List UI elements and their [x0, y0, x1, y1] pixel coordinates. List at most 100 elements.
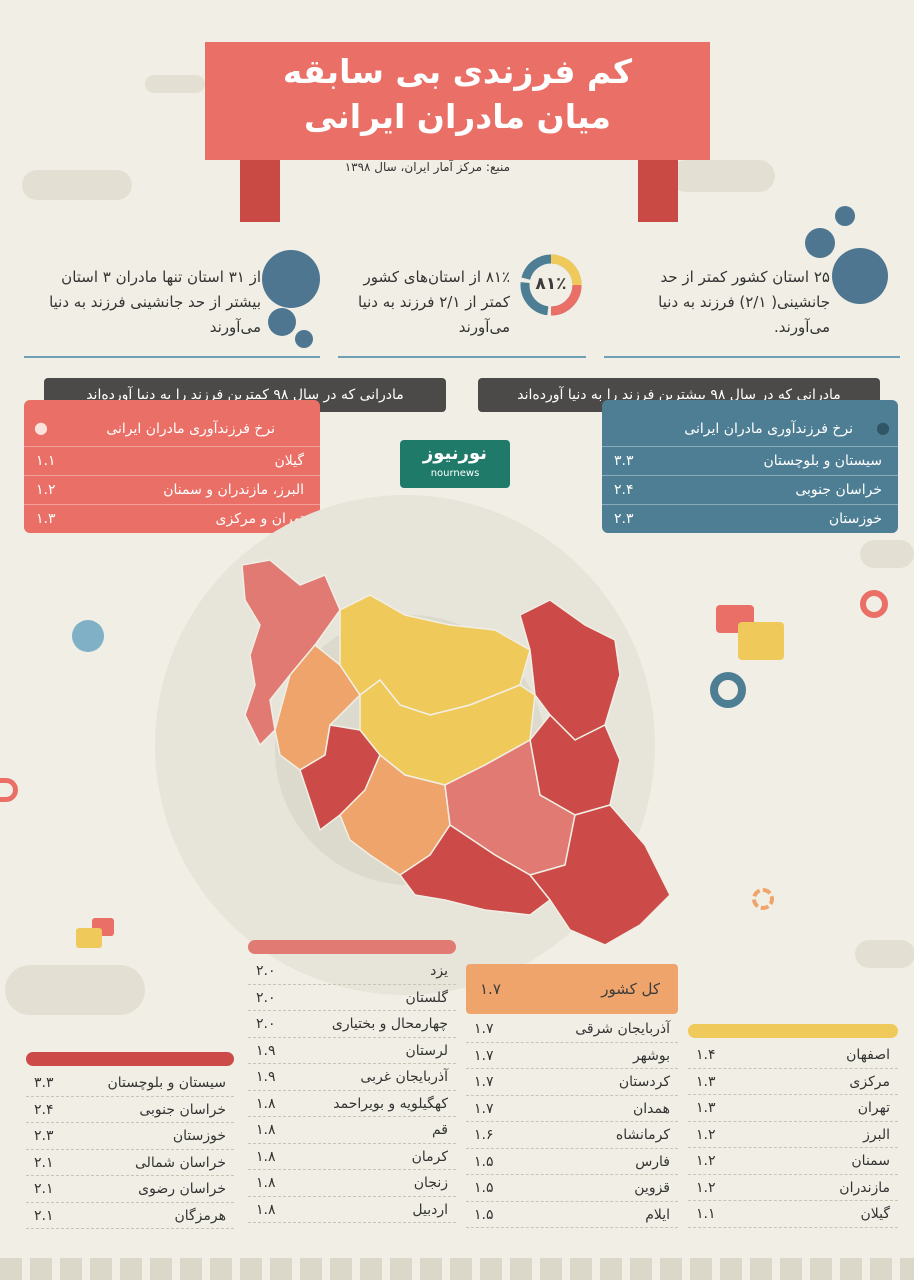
- orange-list: آذربایجان شرقی ۱.۷ بوشهر ۱.۷ کردستان ۱.۷ هم…: [466, 1016, 678, 1228]
- province-value: ۳.۳: [34, 1075, 54, 1091]
- divider: [338, 356, 586, 358]
- province-name: آذربایجان شرقی: [575, 1021, 670, 1037]
- baby-icon: ●: [34, 418, 48, 437]
- province-value: ۱.۸: [256, 1122, 276, 1138]
- province-name: کهگیلویه و بویراحمد: [333, 1095, 448, 1112]
- national-label: کل کشور: [601, 980, 660, 998]
- province-value: ۲.۰: [256, 963, 276, 979]
- province-value: ۱.۵: [474, 1153, 494, 1170]
- list-item: آذربایجان شرقی ۱.۷: [466, 1016, 678, 1043]
- list-item: فارس ۱.۵: [466, 1149, 678, 1175]
- table-row: سیستان و بلوچستان ۳.۳: [602, 446, 898, 475]
- province-name: یزد: [430, 963, 448, 979]
- province-value: ۱.۸: [256, 1148, 276, 1165]
- province-value: ۱.۲: [36, 482, 56, 498]
- list-item: کهگیلویه و بویراحمد ۱.۸: [248, 1091, 456, 1117]
- province-name: اردبیل: [412, 1201, 448, 1218]
- province-value: ۱.۲: [696, 1153, 716, 1169]
- province-name: ایلام: [645, 1206, 670, 1223]
- divider: [24, 356, 320, 358]
- title-line-1: کم فرزندی بی سابقه: [282, 52, 633, 91]
- province-value: ۲.۰: [256, 1016, 276, 1032]
- decorative-dot: [832, 248, 888, 304]
- bottom-border: [0, 1258, 914, 1280]
- highest-table: ● نرخ فرزندآوری مادران ایرانی سیستان و ب…: [602, 400, 898, 533]
- source-text: منبع: مرکز آمار ایران، سال ۱۳۹۸: [344, 160, 510, 174]
- stat-only-three: از ۳۱ استان تنها مادران ۳ استان بیشتر از…: [49, 268, 261, 336]
- province-name: سمنان: [851, 1153, 890, 1169]
- list-item: گلستان ۲.۰: [248, 985, 456, 1011]
- province-value: ۱.۳: [696, 1100, 716, 1116]
- cloud-decoration: [145, 75, 205, 93]
- highest-column-label: نرخ فرزندآوری مادران ایرانی: [684, 421, 853, 437]
- province-name: فارس: [635, 1153, 670, 1170]
- list-item: اردبیل ۱.۸: [248, 1197, 456, 1223]
- list-item: تهران ۱.۳: [688, 1095, 898, 1122]
- province-value: ۲.۰: [256, 989, 276, 1006]
- list-item: زنجان ۱.۸: [248, 1170, 456, 1197]
- divider: [604, 356, 900, 358]
- percent-ring: ۸۱٪: [518, 252, 584, 318]
- province-name: همدان: [633, 1100, 670, 1117]
- province-name: کردستان: [618, 1074, 670, 1090]
- pink-list: یزد ۲.۰ گلستان ۲.۰ چهارمحال و بختیاری ۲.۰ ل…: [248, 958, 456, 1223]
- table-row: خراسان جنوبی ۲.۴: [602, 475, 898, 504]
- list-item: هرمزگان ۲.۱: [26, 1203, 234, 1229]
- province-name: گیلان: [860, 1206, 890, 1222]
- cloud-decoration: [5, 965, 145, 1015]
- region-south-coast: [398, 823, 552, 916]
- province-name: سیستان و بلوچستان: [107, 1075, 226, 1091]
- province-value: ۱.۹: [256, 1069, 276, 1085]
- title-line-2: میان مادران ایرانی: [304, 97, 611, 136]
- title-banner: کم فرزندی بی سابقه میان مادران ایرانی: [205, 42, 710, 160]
- list-item: مازندران ۱.۲: [688, 1175, 898, 1201]
- province-value: ۱.۳: [696, 1073, 716, 1090]
- iran-map: [241, 559, 671, 946]
- yellow-list: اصفهان ۱.۴ مرکزی ۱.۳ تهران ۱.۳ البرز ۱.۲ سمن…: [688, 1042, 898, 1228]
- province-value: ۲.۳: [614, 511, 634, 527]
- list-item: کرمانشاه ۱.۶: [466, 1122, 678, 1149]
- ring-icon: [752, 888, 774, 910]
- lowest-column-label: نرخ فرزندآوری مادران ایرانی: [106, 421, 275, 437]
- list-item: خراسان رضوی ۲.۱: [26, 1176, 234, 1203]
- cloud-decoration: [855, 940, 914, 968]
- decorative-dot: [805, 228, 835, 258]
- region-southeast: [528, 804, 671, 946]
- chat-bubble-icon: [738, 622, 784, 660]
- list-item: البرز ۱.۲: [688, 1122, 898, 1148]
- province-name: کرمانشاه: [615, 1127, 670, 1143]
- province-value: ۱.۱: [36, 453, 56, 469]
- national-value: ۱.۷: [480, 980, 501, 998]
- list-item: ایلام ۱.۵: [466, 1202, 678, 1228]
- province-value: ۲.۱: [34, 1207, 54, 1224]
- province-value: ۱.۹: [256, 1042, 276, 1059]
- province-name: سیستان و بلوچستان: [763, 453, 882, 469]
- province-name: البرز، مازندران و سمنان: [163, 482, 304, 498]
- province-name: چهارمحال و بختیاری: [331, 1016, 448, 1032]
- region-northeast: [519, 599, 621, 741]
- red-list: سیستان و بلوچستان ۳.۳ خراسان جنوبی ۲.۴ خوز…: [26, 1070, 234, 1229]
- province-name: کرمان: [411, 1148, 448, 1165]
- province-value: ۱.۴: [696, 1047, 716, 1063]
- list-item: آذربایجان غربی ۱.۹: [248, 1064, 456, 1091]
- red-bar: [26, 1052, 234, 1066]
- province-name: خوزستان: [172, 1128, 226, 1144]
- list-item: یزد ۲.۰: [248, 958, 456, 985]
- decorative-dot: [262, 250, 320, 308]
- list-item: کرمان ۱.۸: [248, 1144, 456, 1170]
- province-name: بوشهر: [632, 1047, 670, 1064]
- province-name: مازندران: [839, 1179, 890, 1196]
- cloud-decoration: [22, 170, 132, 200]
- province-name: هرمزگان: [174, 1207, 226, 1224]
- list-item: خوزستان ۲.۳: [26, 1123, 234, 1150]
- province-value: ۳.۳: [614, 453, 634, 469]
- province-name: اصفهان: [846, 1047, 890, 1063]
- list-item: چهارمحال و بختیاری ۲.۰: [248, 1011, 456, 1038]
- stat-percent-below: ۸۱٪ از استان‌های کشور کمتر از ۲/۱ فرزند …: [358, 268, 510, 336]
- lowest-table: ● نرخ فرزندآوری مادران ایرانی گیلان ۱.۱ ا…: [24, 400, 320, 533]
- table-row: گیلان ۱.۱: [24, 446, 320, 475]
- province-value: ۱.۸: [256, 1175, 276, 1191]
- province-value: ۱.۷: [474, 1021, 494, 1037]
- province-name: خوزستان: [828, 511, 882, 527]
- province-value: ۱.۲: [696, 1179, 716, 1196]
